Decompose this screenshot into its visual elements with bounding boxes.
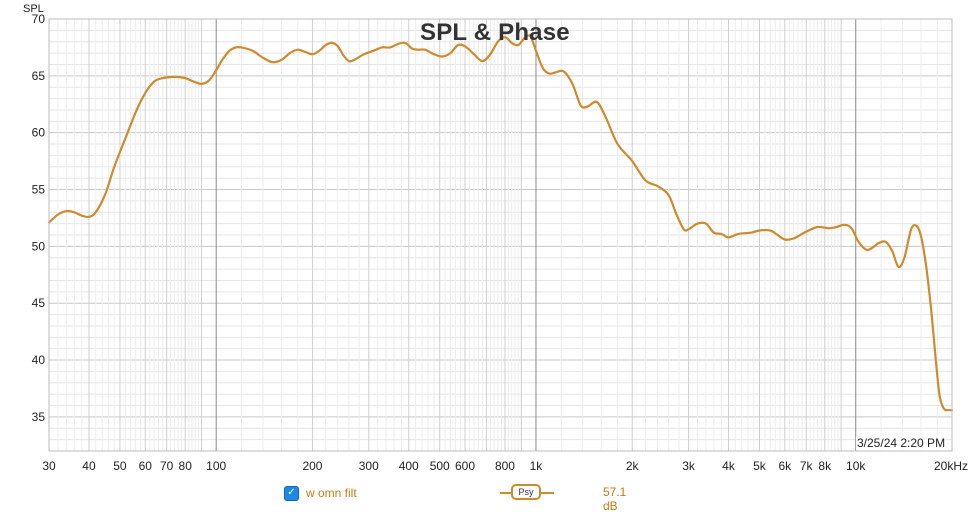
y-tick-label: 70 <box>32 12 46 26</box>
x-tick-label: 600 <box>455 459 475 473</box>
level-readout: 57.1 dB <box>603 485 627 513</box>
psy-label: Psy <box>511 484 541 500</box>
x-tick-label: 8k <box>818 459 832 473</box>
x-tick-label: 30 <box>42 459 56 473</box>
grid-lines <box>48 18 953 452</box>
y-tick-labels: 35 40 45 50 55 60 65 70 <box>32 12 46 424</box>
y-tick-label: 40 <box>32 353 46 367</box>
x-tick-label: 5k <box>753 459 767 473</box>
x-tick-label: 800 <box>495 459 515 473</box>
timestamp-label: 3/25/24 2:20 PM <box>856 436 947 450</box>
x-tick-label: 60 <box>139 459 153 473</box>
x-tick-label: 7k <box>800 459 814 473</box>
x-tick-label: 400 <box>399 459 419 473</box>
y-tick-label: 45 <box>32 296 46 310</box>
y-tick-label: 55 <box>32 183 46 197</box>
chart-title: SPL & Phase <box>420 19 570 46</box>
series-checkbox[interactable]: ✓ <box>284 485 299 501</box>
x-tick-label: 40 <box>82 459 96 473</box>
x-tick-label: 80 <box>179 459 193 473</box>
y-tick-label: 60 <box>32 126 46 140</box>
x-tick-label: 6k <box>778 459 792 473</box>
legend-series-name[interactable]: w omn filt <box>306 486 357 500</box>
x-tick-label: 2k <box>626 459 640 473</box>
y-tick-label: 50 <box>32 239 46 253</box>
psy-line-left <box>500 492 512 494</box>
legend: ✓ w omn filt Psy 57.1 dB <box>284 483 626 513</box>
y-axis-title: SPL <box>23 3 44 15</box>
x-tick-label: 200 <box>302 459 322 473</box>
x-tick-label: 500 <box>430 459 450 473</box>
x-tick-label: 4k <box>722 459 736 473</box>
x-tick-label: 3k <box>682 459 696 473</box>
plot-frame <box>48 18 953 452</box>
series-layer <box>47 34 954 412</box>
x-tick-label: 10k <box>846 459 866 473</box>
series-line-w-omn-filt <box>47 34 954 412</box>
y-tick-label: 65 <box>32 69 46 83</box>
x-tick-labels: 30 40 50 60 70 80 100 200 300 400 500 600 800 1k 2k 3k 4… <box>42 459 968 473</box>
psy-smoothing-marker[interactable]: Psy <box>500 483 554 503</box>
x-tick-label: 100 <box>206 459 226 473</box>
x-tick-label: 70 <box>160 459 174 473</box>
x-tick-label: 50 <box>113 459 127 473</box>
psy-line-right <box>541 492 554 494</box>
x-tick-label: 300 <box>359 459 379 473</box>
x-tick-label: 20kHz <box>934 459 968 473</box>
y-tick-label: 35 <box>32 410 46 424</box>
x-tick-label: 1k <box>530 459 544 473</box>
